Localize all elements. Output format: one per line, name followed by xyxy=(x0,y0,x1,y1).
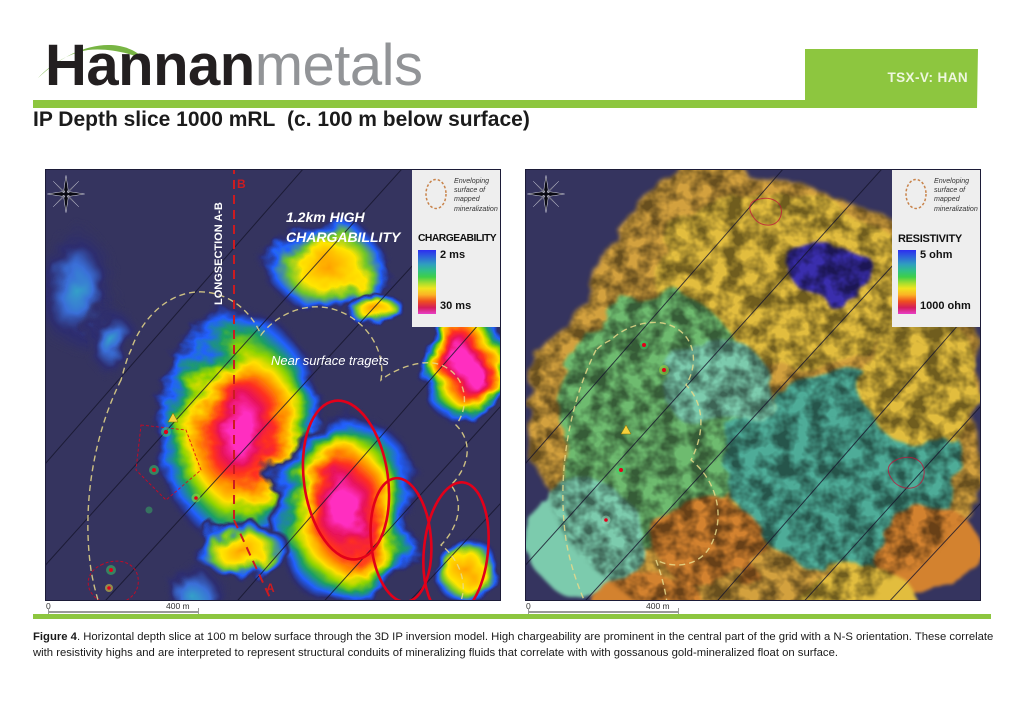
svg-text:Near surface tragets: Near surface tragets xyxy=(271,353,389,368)
svg-text:A: A xyxy=(266,581,275,595)
svg-text:B: B xyxy=(237,177,246,191)
svg-text:LONGSECTION A-B: LONGSECTION A-B xyxy=(213,202,225,305)
svg-text:1.2km HIGH: 1.2km HIGH xyxy=(286,209,365,225)
svg-text:CHARGABILLITY: CHARGABILLITY xyxy=(286,229,402,245)
